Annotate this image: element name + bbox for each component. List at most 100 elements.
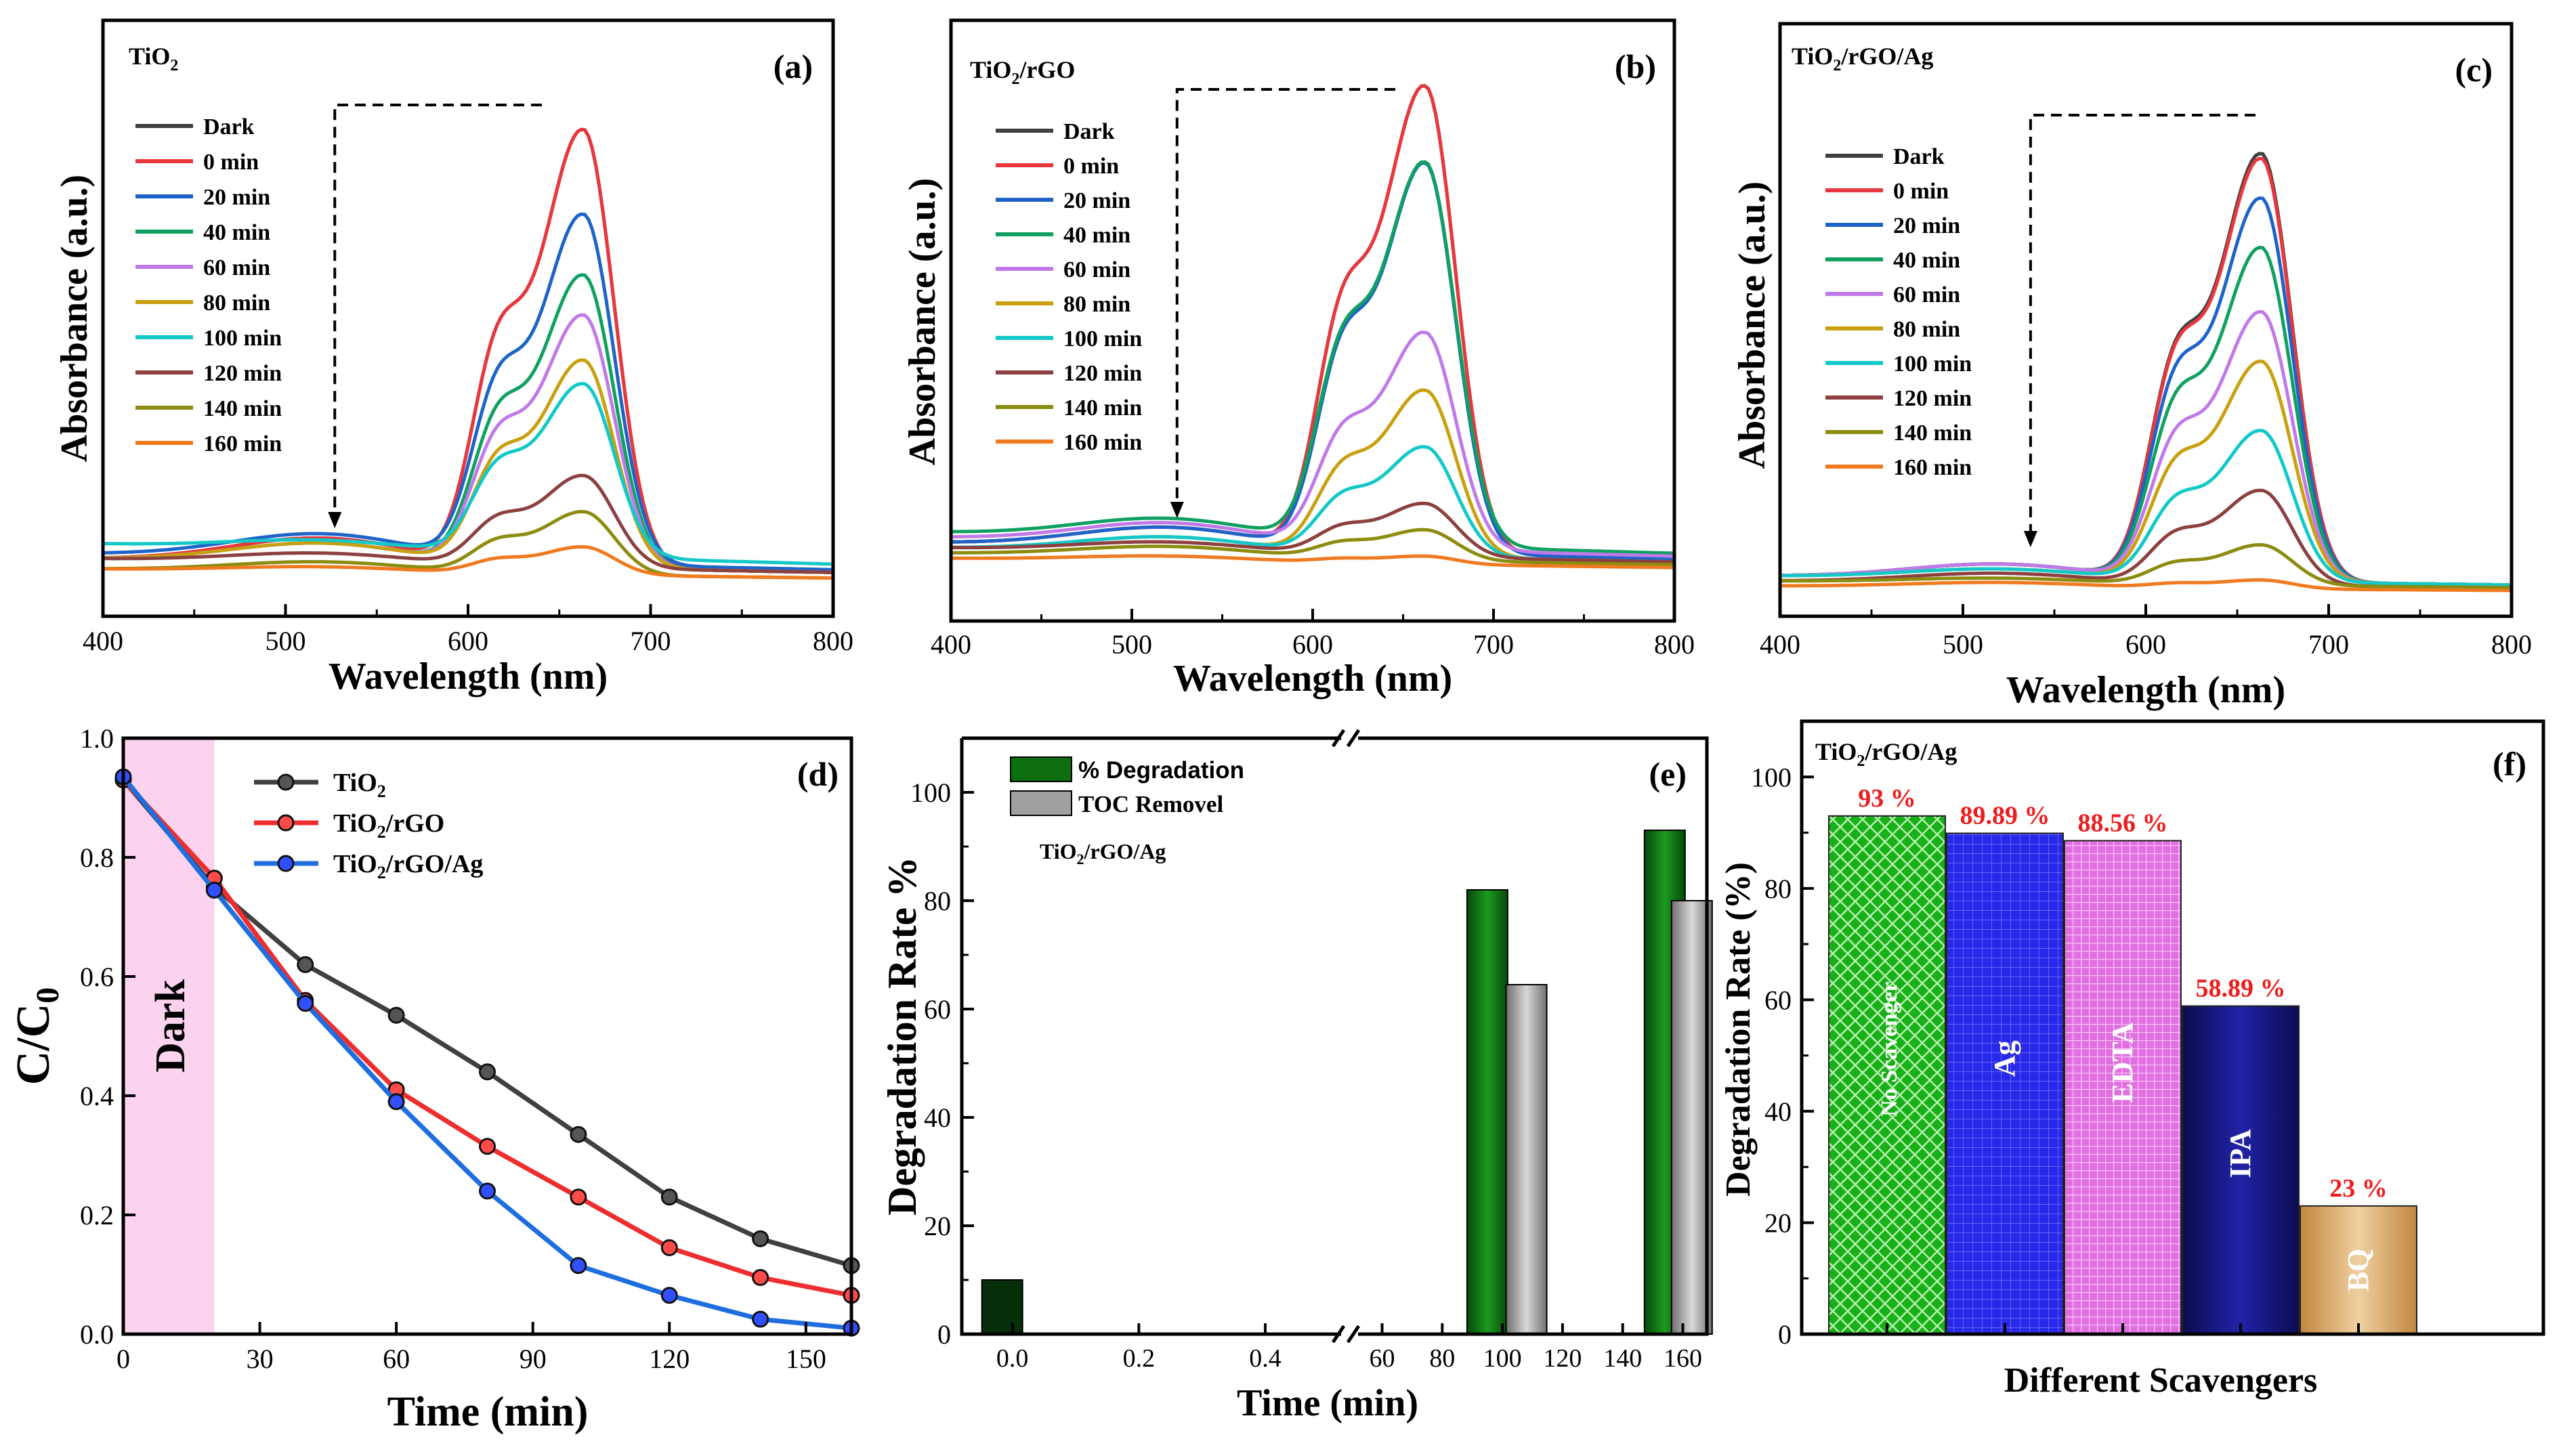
legend-label-c-8: 140 min — [1893, 421, 1972, 446]
bar-value-label-3: 58.89 % — [2196, 974, 2286, 1002]
e-x-tick-label-left-1: 0.2 — [1123, 1344, 1156, 1373]
d-legend-label-sub-2: 2 — [377, 863, 386, 882]
d-legend-marker-1 — [277, 814, 295, 832]
panel-a-y-label: Absorbance (a.u.) — [54, 175, 96, 463]
panel-c-spectra — [1780, 152, 2512, 593]
e-x-tick-label-right-3: 120 — [1543, 1344, 1582, 1373]
d-x-tick-label-1: 30 — [247, 1344, 274, 1374]
bar-value-label-2: 88.56 % — [2078, 809, 2168, 837]
data-point-2-3 — [387, 1093, 405, 1111]
d-legend-label-sub-0: 2 — [377, 781, 386, 801]
legend-label-c-9: 160 min — [1893, 455, 1972, 480]
legend-label-c-2: 20 min — [1893, 213, 1960, 238]
series-line-1 — [121, 778, 852, 1298]
panel-b-x-label: Wavelength (nm) — [1173, 658, 1452, 700]
legend-label-a-2: 20 min — [203, 185, 270, 210]
d-legend-label-sub-1: 2 — [377, 822, 386, 842]
bar-2 — [2064, 840, 2182, 1335]
f-y-tick-label-2: 40 — [1764, 1096, 1792, 1127]
legend-label-b-7: 120 min — [1063, 361, 1142, 386]
e-y-tick-label-4: 80 — [924, 886, 951, 916]
legend-label-c-0: Dark — [1893, 144, 1945, 169]
legend-label-toc: TOC Removel — [1078, 791, 1223, 817]
panel-a-x-ticks: 400 500 600 700 800 — [83, 604, 853, 656]
d-legend-label-rest-1: /rGO — [385, 809, 445, 838]
data-point-1-5 — [570, 1189, 587, 1206]
data-point-2-1 — [205, 881, 223, 899]
spectrum-line-c-3 — [1780, 245, 2512, 587]
x-tick-label-a-4: 800 — [813, 626, 853, 656]
legend-label-b-0: Dark — [1063, 119, 1115, 144]
d-x-tick-label-0: 0 — [117, 1344, 130, 1374]
x-tick-label-a-2: 600 — [448, 626, 488, 656]
x-tick-label-a-3: 700 — [631, 626, 671, 656]
spectrum-line-c-9 — [1780, 578, 2512, 593]
panel-f-frame — [1800, 719, 2545, 1336]
legend-label-a-6: 100 min — [203, 326, 282, 351]
panel-d-ticks: 0 30 60 90 120 150 0.0 0.2 0.4 0.6 0.8 1.0 — [80, 723, 826, 1374]
e-x-tick-label-right-4: 140 — [1603, 1344, 1642, 1373]
legend-label-b-9: 160 min — [1063, 430, 1142, 455]
spectrum-line-b-2 — [950, 161, 1675, 561]
axis-break-top — [1331, 729, 1361, 748]
spectrum-line-c-4 — [1780, 309, 2512, 587]
legend-swatch-toc — [1010, 790, 1072, 816]
bar-degradation-1 — [1466, 889, 1508, 1335]
bar-toc-0 — [1505, 984, 1548, 1335]
legend-label-b-8: 140 min — [1063, 395, 1142, 421]
data-point-0-2 — [297, 956, 314, 973]
e-x-tick-label-right-0: 60 — [1370, 1344, 1395, 1373]
panel-f-ticks: 0 20 40 60 80 100 — [1751, 762, 1814, 1350]
x-tick-label-b-3: 700 — [1473, 629, 1514, 660]
x-tick-label-b-4: 800 — [1654, 629, 1695, 660]
panel-e: 0 20 40 60 80 100 0.0 0.2 0.4 60 80 100 120 140 160 % … — [880, 729, 1713, 1424]
data-point-0-6 — [660, 1189, 678, 1206]
data-point-2-6 — [660, 1287, 678, 1304]
panel-c-x-label: Wavelength (nm) — [2006, 669, 2285, 711]
panel-a-title: TiO2 — [129, 43, 178, 74]
legend-label-b-1: 0 min — [1063, 154, 1119, 179]
x-tick-label-b-0: 400 — [931, 629, 971, 660]
d-legend-label-main-1: TiO — [333, 809, 377, 838]
legend-label-c-4: 60 min — [1893, 282, 1960, 307]
d-legend-marker-0 — [277, 773, 295, 791]
legend-label-b-3: 40 min — [1063, 223, 1130, 248]
legend-label-a-7: 120 min — [203, 361, 282, 386]
d-legend-label-rest-2: /rGO/Ag — [385, 850, 484, 878]
d-legend-label-main-0: TiO — [333, 769, 377, 797]
panel-e-ticks: 0 20 40 60 80 100 0.0 0.2 0.4 60 80 100 120 140 160 — [910, 777, 1702, 1373]
panel-c-arrowhead — [2023, 531, 2037, 547]
d-y-tick-label-3: 0.6 — [80, 962, 114, 992]
panel-b: 400 500 600 700 800 TiO2/rGO (b) Dark 0 min 20… — [902, 18, 1695, 700]
panel-f-label: (f) — [2493, 745, 2526, 783]
d-legend-label-2: TiO2/rGO/Ag — [333, 850, 483, 882]
e-y-tick-label-5: 100 — [910, 777, 951, 808]
f-y-tick-label-0: 0 — [1778, 1319, 1792, 1350]
x-tick-label-c-0: 400 — [1760, 629, 1800, 660]
bar-4 — [2300, 1205, 2417, 1335]
panel-d-y-label: C/C0 — [7, 987, 66, 1086]
legend-label-a-1: 0 min — [203, 150, 259, 175]
data-point-2-5 — [570, 1257, 587, 1275]
panel-b-dashed-guide — [1175, 88, 1395, 505]
panel-b-legend: Dark 0 min 20 min 40 min 60 min 80 min 100 min… — [996, 119, 1142, 455]
dark-region-label: Dark — [148, 979, 194, 1073]
legend-label-b-5: 80 min — [1063, 292, 1130, 317]
data-point-1-7 — [752, 1268, 769, 1286]
x-tick-label-c-4: 800 — [2491, 629, 2532, 660]
bar-value-label-4: 23 % — [2329, 1174, 2388, 1203]
panel-d: Dark 0 30 60 90 120 150 0.0 0.2 0.4 0.6 0.8 1.0 TiO… — [7, 723, 860, 1435]
data-point-1-4 — [479, 1138, 496, 1155]
spectrum-line-b-4 — [951, 330, 1675, 558]
bar-value-label-0: 93 % — [1858, 784, 1916, 813]
d-x-tick-label-3: 90 — [520, 1344, 547, 1374]
bar-category-label-3: IPA — [2224, 1129, 2257, 1178]
bar-category-label-1: Ag — [1988, 1040, 2021, 1077]
bar-3 — [2182, 1005, 2300, 1335]
e-y-tick-label-2: 40 — [924, 1102, 951, 1133]
e-x-tick-label-right-5: 160 — [1664, 1344, 1702, 1373]
series-line-2 — [121, 775, 852, 1331]
panel-d-x-label: Time (min) — [387, 1389, 589, 1435]
